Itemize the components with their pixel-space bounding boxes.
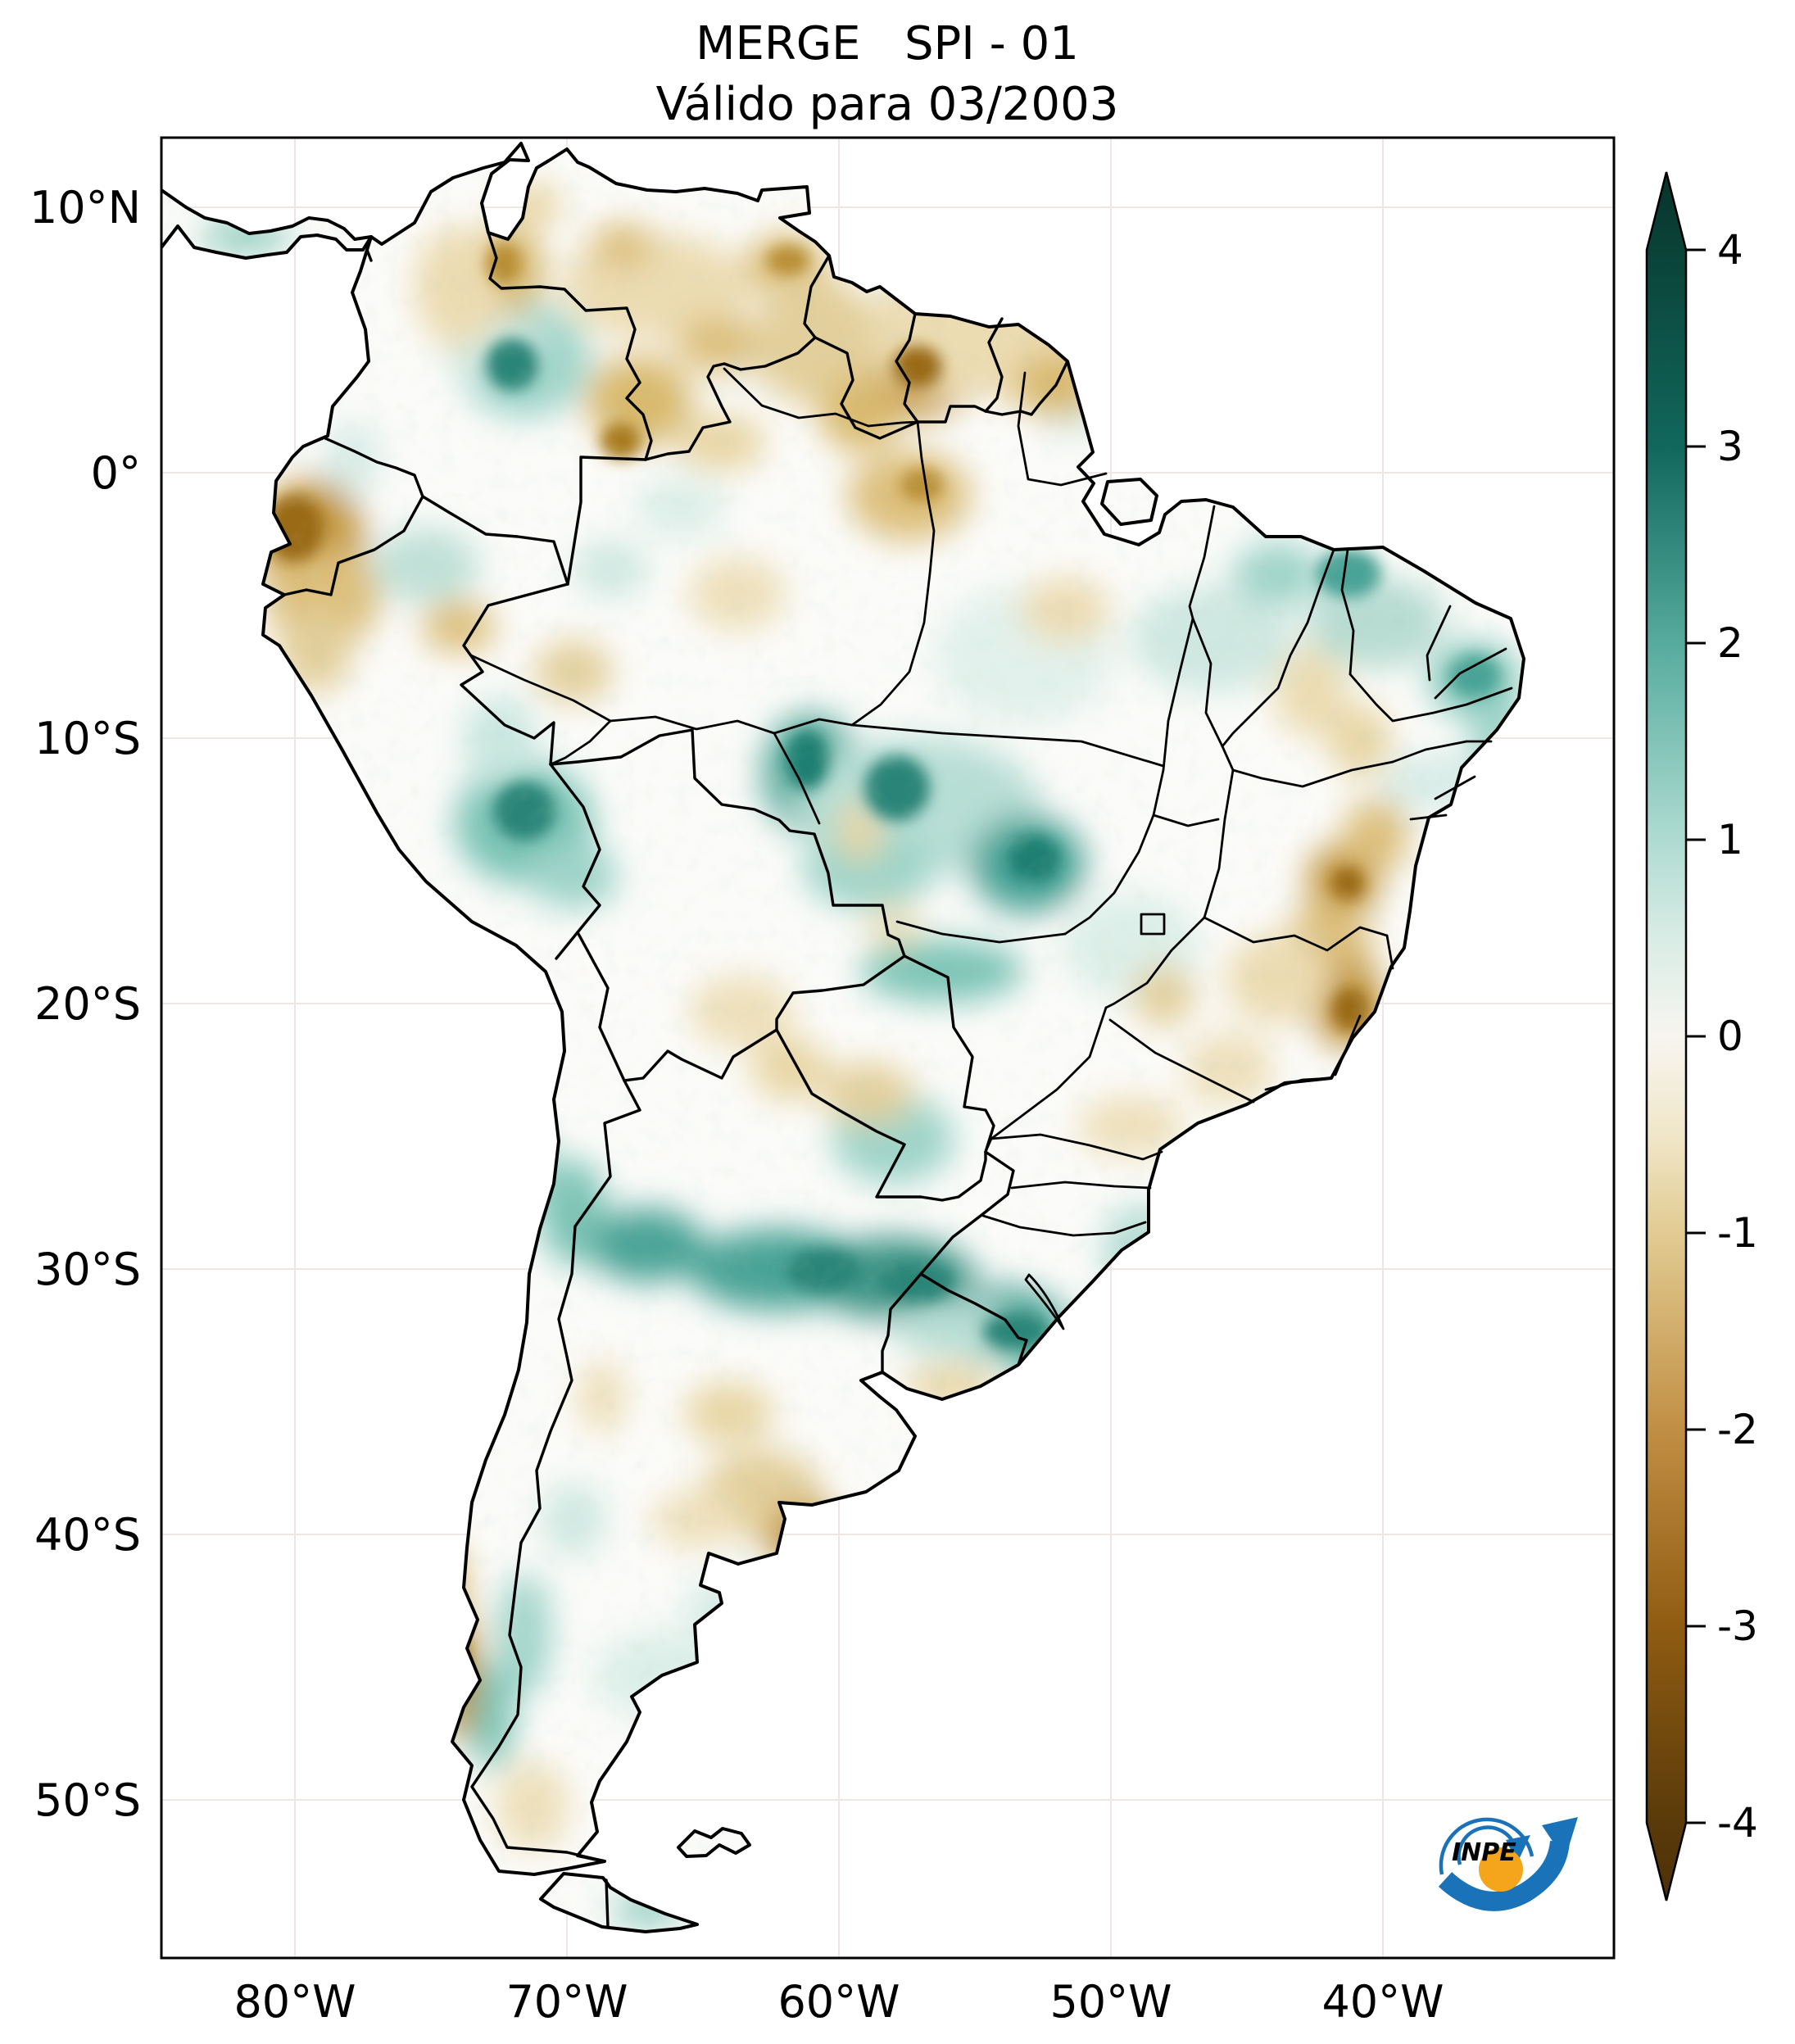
logo-orange-globe <box>1479 1847 1523 1892</box>
map-plot-area: INPE <box>161 138 1614 1958</box>
lon-tick-label: 70°W <box>505 1976 628 2028</box>
lat-tick-label: 30°S <box>34 1244 141 1295</box>
colorbar-tick-label: 3 <box>1717 423 1743 470</box>
inpe-logo: INPE <box>1438 1817 1578 1911</box>
map-frame <box>160 136 1616 1960</box>
lat-tick-label: 10°S <box>34 713 141 764</box>
longitude-axis: 80°W 70°W 60°W 50°W 40°W <box>233 1976 1444 2028</box>
coastline <box>161 142 1525 1933</box>
logo-swoosh-arrow <box>1438 1840 1570 1911</box>
country-borders <box>283 231 1069 1928</box>
colorbar-tick-label: -4 <box>1717 1799 1758 1847</box>
colorbar-tick-label: 0 <box>1717 1013 1743 1060</box>
colorbar-ticks <box>1686 248 1706 1824</box>
colorbar-tick-label: -2 <box>1717 1406 1758 1453</box>
lat-tick-label: 50°S <box>34 1774 141 1826</box>
colorbar-tick-label: -3 <box>1717 1602 1758 1650</box>
lon-tick-label: 60°W <box>777 1976 900 2028</box>
state-borders <box>469 367 1513 1330</box>
colorbar: 4 3 2 1 0 -1 -2 -3 -4 <box>1645 171 1758 1901</box>
colorbar-tick-label: 1 <box>1717 816 1743 863</box>
latitude-axis: 10°N 0° 10°S 20°S 30°S 40°S 50°S <box>29 182 141 1826</box>
lon-tick-label: 80°W <box>233 1976 356 2028</box>
logo-up-arrowhead <box>1542 1817 1578 1860</box>
lat-tick-label: 10°N <box>29 182 141 233</box>
colorbar-tick-label: -1 <box>1717 1209 1758 1257</box>
colorbar-tick-label: 4 <box>1717 226 1743 274</box>
colorbar-tick-label: 2 <box>1717 619 1743 667</box>
chart-subtitle: Válido para 03/2003 <box>656 78 1119 131</box>
lat-tick-label: 40°S <box>34 1509 141 1561</box>
colorbar-gradient-bar <box>1645 171 1688 1901</box>
lat-tick-label: 0° <box>91 447 141 499</box>
logo-wordmark: INPE <box>1452 1838 1516 1867</box>
lon-tick-label: 40°W <box>1321 1976 1444 2028</box>
chart-title: MERGE SPI - 01 <box>696 17 1079 70</box>
lon-tick-label: 50°W <box>1049 1976 1172 2028</box>
lat-tick-label: 20°S <box>34 978 141 1030</box>
logo-down-arrowhead <box>1506 1835 1530 1863</box>
logo-inner-swirl <box>1457 1825 1518 1865</box>
